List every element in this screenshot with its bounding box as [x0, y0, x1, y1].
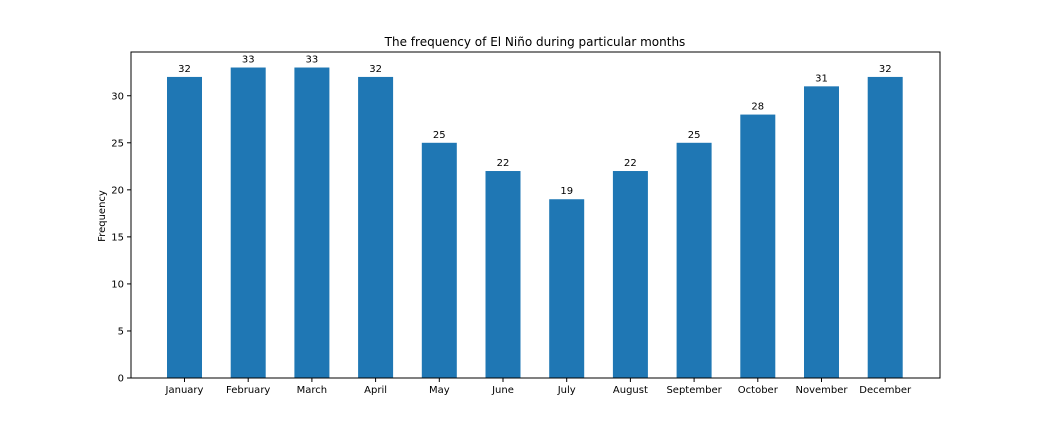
y-tick-label-15: 15	[111, 232, 124, 243]
data-label-october: 28	[751, 102, 764, 113]
y-tick-label-5: 5	[118, 326, 124, 337]
bar-february	[230, 67, 266, 379]
data-labels-group: 32 33 33 32 25 22 19 22 25 28 31 32	[178, 55, 891, 198]
data-label-december: 32	[879, 64, 892, 75]
x-tick-label-july: July	[557, 385, 576, 396]
bar-june	[485, 171, 521, 378]
x-tick-label-october: October	[738, 385, 779, 396]
bar-september	[676, 142, 712, 378]
chart-title: The frequency of El Niño during particul…	[384, 35, 686, 49]
x-tick-label-february: February	[226, 385, 270, 396]
x-tick-label-april: April	[364, 385, 387, 396]
bar-april	[358, 76, 394, 379]
data-label-august: 22	[624, 158, 637, 169]
bar-october	[740, 114, 776, 378]
bar-january	[167, 76, 202, 379]
data-label-september: 25	[688, 130, 701, 141]
x-tick-label-december: December	[859, 385, 912, 396]
bar-may	[421, 142, 457, 378]
bar-december	[867, 76, 903, 379]
y-tick-label-25: 25	[111, 138, 124, 149]
x-tick-label-september: September	[666, 385, 722, 396]
data-label-february: 33	[242, 55, 255, 66]
data-label-march: 33	[306, 55, 319, 66]
data-label-july: 19	[560, 186, 573, 197]
x-tick-label-january: January	[165, 385, 204, 396]
x-tick-label-march: March	[297, 385, 327, 396]
x-axis: January February March April May June July Augu…	[165, 378, 912, 396]
bar-november	[804, 86, 839, 378]
plot-frame	[130, 51, 941, 379]
y-tick-label-10: 10	[111, 279, 124, 290]
x-tick-label-june: June	[491, 385, 514, 396]
y-axis: 0 5 10 15 20 25 30	[111, 91, 131, 385]
data-label-april: 32	[369, 64, 382, 75]
y-axis-label: Frequency	[97, 190, 108, 242]
data-label-may: 25	[433, 130, 446, 141]
bar-august	[612, 171, 648, 378]
x-tick-label-august: August	[613, 385, 648, 396]
y-tick-label-0: 0	[118, 374, 124, 385]
data-label-january: 32	[178, 64, 191, 75]
bar-july	[549, 199, 585, 378]
y-tick-label-30: 30	[111, 91, 124, 102]
x-tick-label-may: May	[429, 385, 450, 396]
y-tick-label-20: 20	[111, 185, 124, 196]
data-label-november: 31	[815, 73, 828, 84]
bars-group	[167, 67, 903, 379]
bar-march	[294, 67, 330, 379]
x-tick-label-november: November	[795, 385, 848, 396]
data-label-june: 22	[497, 158, 510, 169]
